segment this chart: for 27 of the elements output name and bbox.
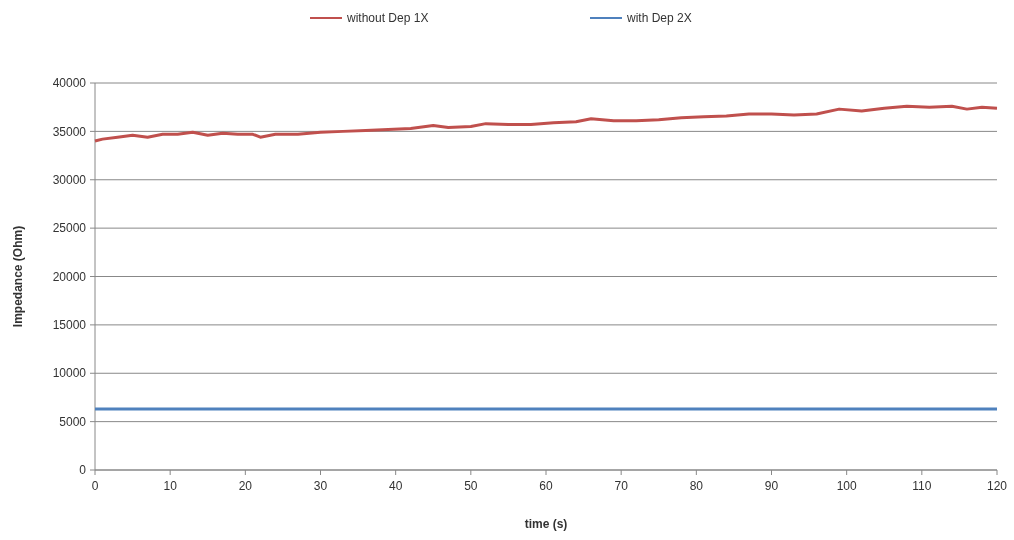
legend-label: with Dep 2X xyxy=(626,11,692,26)
y-tick-label: 20000 xyxy=(52,269,87,284)
x-tick-label: 10 xyxy=(163,479,178,493)
y-tick-label: 15000 xyxy=(52,318,87,333)
x-tick-label: 60 xyxy=(539,479,553,493)
x-tick-label: 70 xyxy=(614,479,629,493)
x-axis-title: time (s) xyxy=(524,517,568,531)
y-tick-label: 10000 xyxy=(52,366,87,381)
y-tick-label: 0 xyxy=(79,463,87,478)
x-tick-label: 50 xyxy=(464,479,478,493)
x-tick-label: 120 xyxy=(986,479,1008,493)
y-tick-label: 35000 xyxy=(52,124,87,139)
y-tick-label: 25000 xyxy=(52,221,87,236)
y-tick-label: 30000 xyxy=(52,172,87,187)
x-tick-label: 80 xyxy=(689,479,704,493)
legend-label: without Dep 1X xyxy=(346,11,429,26)
line-series xyxy=(93,104,999,143)
y-tick-label: 40000 xyxy=(52,76,87,91)
x-tick-label: 90 xyxy=(764,479,779,493)
x-tick-label: 20 xyxy=(238,479,253,493)
x-tick-label: 110 xyxy=(912,479,932,493)
x-tick-label: 100 xyxy=(836,479,857,493)
x-tick-label: 30 xyxy=(313,479,328,493)
y-tick-label: 5000 xyxy=(59,414,87,429)
x-tick-label: 40 xyxy=(388,479,403,493)
x-tick-label: 0 xyxy=(91,479,99,493)
y-axis-title: Impedance (Ohm) xyxy=(11,225,25,328)
